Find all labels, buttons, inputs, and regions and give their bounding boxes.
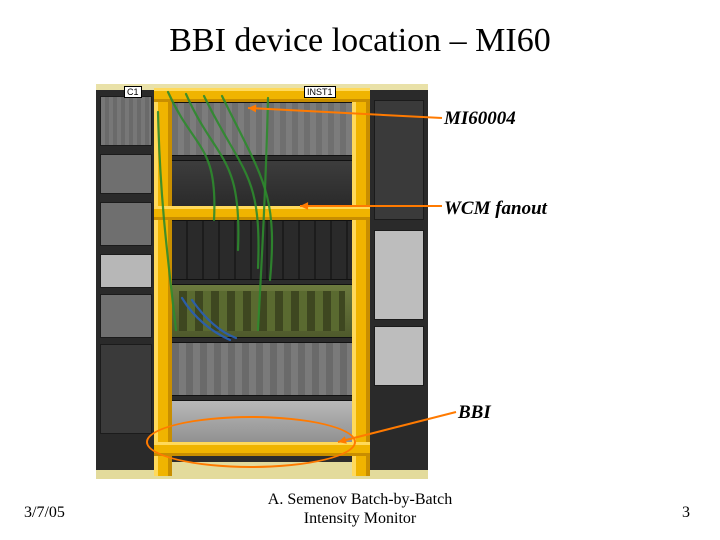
- bbi-highlight-ellipse: [146, 416, 356, 468]
- slide-title: BBI device location – MI60: [0, 22, 720, 60]
- rack-tag-left: C1: [124, 86, 142, 98]
- left-rack: [96, 90, 156, 470]
- callout-bbi: BBI: [458, 402, 491, 424]
- callout-wcm-fanout: WCM fanout: [444, 198, 547, 220]
- rack-tag-right: INST1: [304, 86, 336, 98]
- footer-line1: A. Semenov Batch-by-Batch: [268, 491, 452, 508]
- footer-line2: Intensity Monitor: [304, 510, 416, 527]
- footer-author: A. Semenov Batch-by-Batch Intensity Moni…: [0, 491, 720, 528]
- callout-mi60004: MI60004: [444, 108, 516, 130]
- slide: BBI device location – MI60: [0, 0, 720, 540]
- right-rack: [370, 90, 428, 470]
- footer-page-number: 3: [682, 504, 690, 522]
